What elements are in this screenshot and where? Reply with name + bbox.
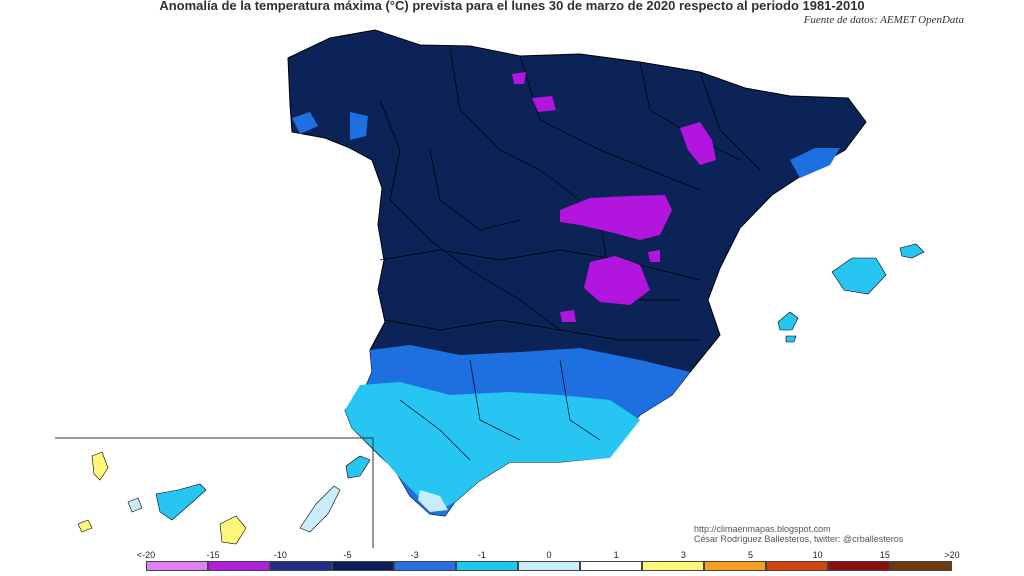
canary-inset-frame [55, 437, 374, 548]
extreme-anomaly-areas [512, 72, 716, 322]
canary-islands [77, 451, 371, 545]
credits-url: http://climaenmapas.blogspot.com [694, 524, 831, 534]
map-title: Anomalía de la temperatura máxima (°C) p… [159, 0, 865, 13]
south-band-cool [345, 382, 640, 510]
data-source: Fuente de datos: AEMET OpenData [803, 14, 964, 26]
coastal-cold-areas [292, 112, 840, 178]
credits: http://climaenmapas.blogspot.com César R… [694, 524, 903, 544]
south-coast-light [418, 490, 448, 512]
credits-author: César Rodríguez Ballesteros, twitter: @c… [694, 534, 904, 544]
balearic-islands [777, 243, 925, 343]
province-borders [379, 47, 761, 461]
